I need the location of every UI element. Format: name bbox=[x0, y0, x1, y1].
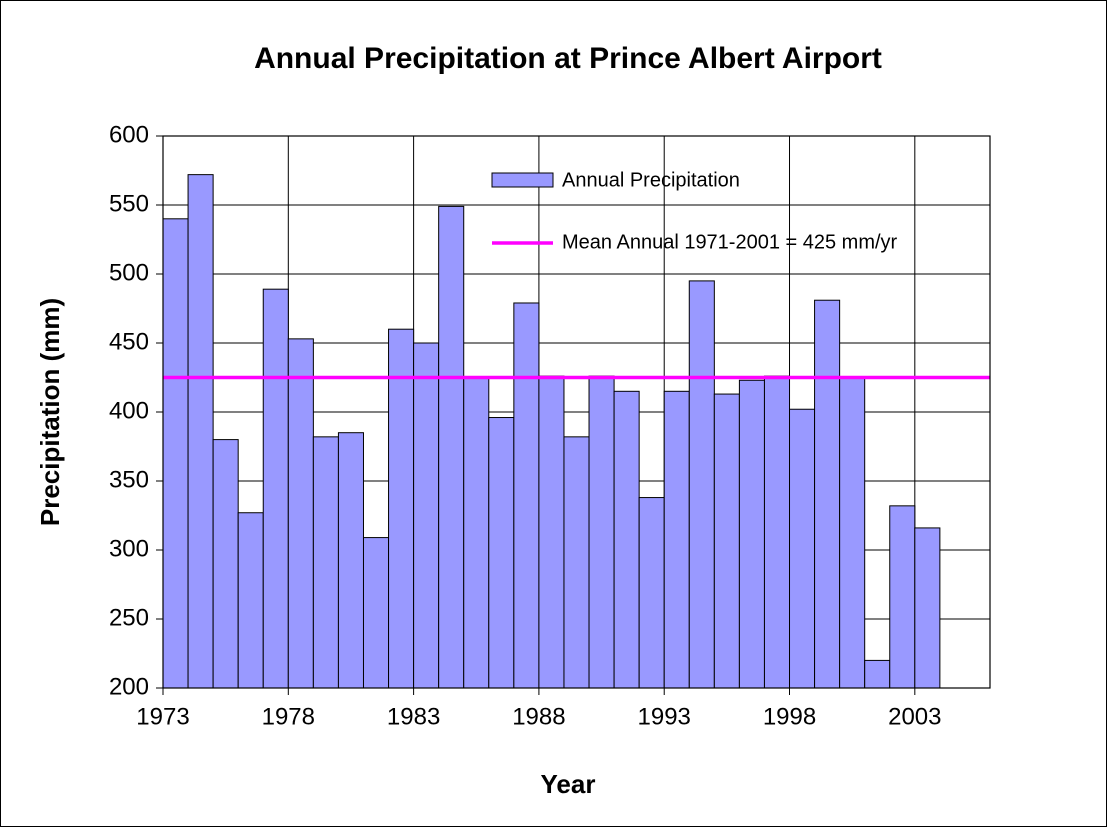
bar bbox=[413, 342, 440, 689]
bar bbox=[488, 417, 515, 689]
bar bbox=[713, 393, 740, 689]
bar bbox=[538, 375, 565, 689]
bar bbox=[287, 338, 314, 689]
legend-label: Annual Precipitation bbox=[562, 169, 740, 191]
bar bbox=[563, 436, 590, 689]
bar bbox=[688, 280, 715, 689]
y-axis-label: Precipitation (mm) bbox=[35, 298, 65, 526]
y-tick-label: 400 bbox=[109, 397, 149, 424]
y-tick-label: 250 bbox=[109, 604, 149, 631]
bar bbox=[187, 174, 214, 689]
x-tick-label: 2003 bbox=[888, 703, 941, 730]
bar bbox=[262, 288, 289, 689]
bar bbox=[663, 390, 690, 689]
bar bbox=[237, 512, 264, 689]
bar bbox=[438, 205, 465, 689]
bar bbox=[763, 375, 791, 689]
bar bbox=[162, 218, 189, 689]
bar bbox=[312, 436, 339, 689]
bar bbox=[337, 432, 364, 689]
bar bbox=[388, 328, 415, 689]
x-tick-label: 1998 bbox=[763, 703, 816, 730]
plot-border bbox=[162, 135, 991, 689]
bar bbox=[588, 375, 615, 689]
y-tick-label: 600 bbox=[109, 121, 149, 148]
chart-title: Annual Precipitation at Prince Albert Ai… bbox=[254, 42, 882, 75]
bar bbox=[463, 377, 490, 689]
y-tick-label: 300 bbox=[109, 535, 149, 562]
y-tick-label: 450 bbox=[109, 328, 149, 355]
bar bbox=[738, 379, 765, 689]
y-tick-label: 500 bbox=[109, 259, 149, 286]
y-tick-label: 550 bbox=[109, 190, 149, 217]
y-tick-label: 200 bbox=[109, 673, 149, 700]
x-tick-label: 1978 bbox=[262, 703, 315, 730]
x-tick-label: 1983 bbox=[387, 703, 440, 730]
bar bbox=[914, 527, 941, 689]
bar bbox=[513, 302, 540, 689]
bar bbox=[789, 408, 816, 689]
x-tick-label: 1993 bbox=[638, 703, 691, 730]
x-tick-label: 1973 bbox=[136, 703, 189, 730]
bar bbox=[613, 390, 640, 689]
bar bbox=[889, 505, 916, 689]
legend-label: Mean Annual 1971-2001 = 425 mm/yr bbox=[562, 231, 898, 253]
bar bbox=[362, 537, 390, 689]
x-axis-label: Year bbox=[541, 769, 596, 799]
bar bbox=[814, 299, 841, 689]
bar bbox=[839, 377, 866, 689]
y-tick-label: 350 bbox=[109, 466, 149, 493]
x-tick-label: 1988 bbox=[512, 703, 565, 730]
bar bbox=[864, 659, 891, 689]
bar bbox=[638, 497, 665, 689]
bar bbox=[212, 439, 239, 689]
legend-swatch bbox=[491, 172, 554, 188]
